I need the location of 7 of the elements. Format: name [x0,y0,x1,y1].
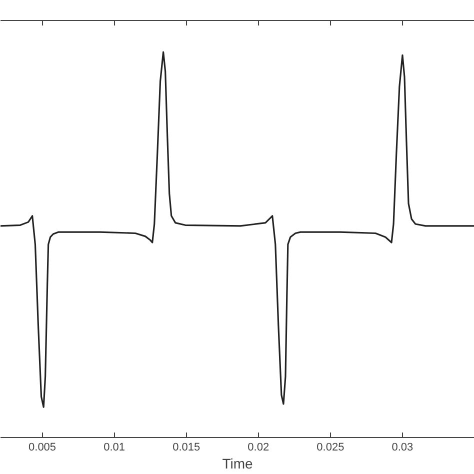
x-tick-label: 0.025 [316,442,344,454]
x-tick-label: 0.01 [104,442,126,454]
x-tick-label: 0.03 [392,442,414,454]
x-tick-label: 0.02 [248,442,270,454]
x-axis-title: Time [222,456,254,472]
x-tick-label: 0.015 [172,442,200,454]
x-tick-label: 0.005 [28,442,56,454]
